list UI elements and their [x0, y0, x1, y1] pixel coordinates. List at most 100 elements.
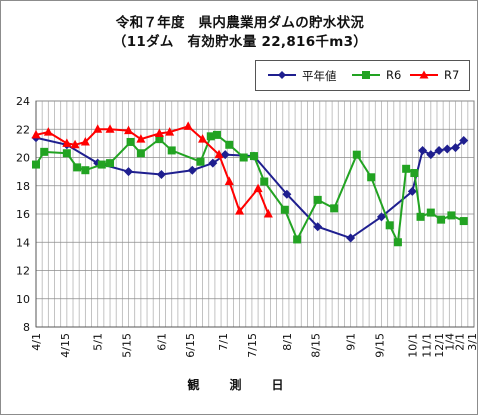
data-point-r7: [263, 209, 273, 218]
x-tick-label: 5/15: [120, 333, 133, 358]
x-tick-label: 9/1: [345, 333, 358, 351]
data-point-r7: [183, 121, 193, 130]
y-tick-label: 22: [16, 123, 30, 136]
data-point-r6: [81, 166, 90, 175]
data-point-r6: [136, 149, 145, 158]
data-point-r6: [40, 147, 49, 156]
data-point-r6: [155, 135, 164, 144]
data-point-heinen: [187, 165, 197, 175]
x-tick-label: 7/1: [217, 333, 230, 351]
data-point-heinen: [434, 145, 444, 155]
data-point-r6: [32, 160, 40, 169]
data-point-r6: [459, 217, 468, 226]
legend-label-r6: R6: [386, 68, 402, 82]
data-point-r7: [136, 134, 146, 143]
data-point-heinen: [442, 144, 452, 154]
data-point-r7: [31, 129, 41, 139]
data-point-r6: [330, 204, 339, 213]
x-tick-label: 4/1: [30, 333, 43, 351]
data-point-r6: [206, 132, 215, 141]
data-point-heinen: [376, 212, 386, 222]
x-tick-label: 5/1: [92, 333, 105, 351]
y-tick-label: 10: [16, 293, 30, 306]
x-tick-label: 7/15: [246, 333, 259, 358]
data-point-heinen: [313, 222, 323, 232]
y-tick-label: 20: [16, 152, 30, 165]
data-point-r7: [198, 134, 208, 143]
legend-label-heinen: 平年値: [302, 69, 337, 83]
data-point-r6: [249, 152, 258, 161]
legend-marker-triangle: [410, 70, 438, 79]
x-tick-label: 6/15: [184, 333, 197, 358]
data-point-heinen: [208, 158, 218, 168]
data-point-heinen: [459, 136, 469, 146]
data-point-r6: [196, 157, 205, 166]
data-point-r6: [239, 153, 248, 162]
data-point-r7: [224, 176, 234, 186]
data-point-r7: [105, 124, 115, 133]
y-tick-label: 24: [16, 95, 30, 108]
data-point-r6: [426, 208, 435, 217]
y-tick-label: 14: [16, 236, 30, 249]
data-point-r6: [126, 137, 135, 146]
data-point-r6: [62, 149, 71, 158]
data-point-r7: [165, 127, 175, 136]
x-axis-label: 観 測 日: [187, 378, 293, 392]
data-point-r6: [73, 163, 82, 172]
x-tick-label: 8/1: [281, 333, 294, 351]
data-point-heinen: [346, 233, 356, 243]
data-point-r6: [416, 212, 425, 221]
x-tick-label: 4/15: [59, 333, 72, 358]
data-point-r7: [43, 127, 53, 136]
data-point-heinen: [124, 167, 134, 177]
data-point-heinen: [156, 169, 166, 179]
x-tick-label: 1/4: [443, 333, 456, 351]
data-point-heinen: [426, 150, 436, 160]
data-point-r6: [385, 221, 394, 230]
data-point-heinen: [282, 189, 292, 199]
x-tick-label: 6/1: [155, 333, 168, 351]
y-tick-label: 18: [16, 180, 30, 193]
data-point-heinen: [220, 150, 230, 160]
data-point-r7: [214, 149, 224, 159]
data-point-heinen: [418, 145, 428, 155]
x-tick-label: 11/1: [421, 333, 434, 358]
y-tick-label: 16: [16, 208, 30, 221]
data-point-r6: [313, 195, 322, 204]
x-tick-label: 2/1: [454, 333, 467, 351]
data-point-r6: [167, 146, 176, 155]
data-point-r6: [293, 235, 302, 244]
data-point-r7: [70, 139, 80, 149]
chart-subtitle: （11ダム 有効貯水量 22,816千m3）: [112, 34, 368, 50]
legend-marker-square: [352, 71, 380, 79]
data-point-r7: [62, 138, 72, 147]
x-tick-label: 9/15: [373, 333, 386, 358]
data-point-heinen: [407, 186, 417, 196]
data-point-r6: [97, 160, 106, 169]
x-tick-label: 10/1: [406, 333, 419, 358]
y-tick-label: 8: [23, 321, 30, 334]
data-point-r6: [225, 140, 234, 149]
x-tick-label: 8/15: [310, 333, 323, 358]
legend-marker-diamond: [268, 71, 296, 79]
data-point-r6: [402, 164, 411, 173]
data-point-r6: [437, 215, 446, 224]
y-tick-label: 12: [16, 265, 30, 278]
data-point-r7: [253, 183, 263, 193]
chart-title: 令和７年度 県内農業用ダムの貯水状況: [115, 15, 365, 31]
data-point-r6: [212, 130, 221, 139]
data-point-r7: [235, 206, 245, 215]
data-point-r7: [124, 125, 134, 135]
legend: 平年値 R6 R7: [255, 60, 470, 91]
data-point-r6: [352, 150, 361, 159]
x-tick-label: 12/1: [433, 333, 446, 358]
data-point-r6: [106, 159, 115, 168]
data-point-r6: [447, 211, 456, 220]
data-point-r6: [367, 173, 376, 182]
data-point-r7: [80, 136, 90, 146]
data-point-r6: [280, 205, 289, 214]
data-point-r6: [260, 177, 269, 186]
data-point-heinen: [450, 143, 460, 153]
data-point-r7: [93, 124, 103, 133]
